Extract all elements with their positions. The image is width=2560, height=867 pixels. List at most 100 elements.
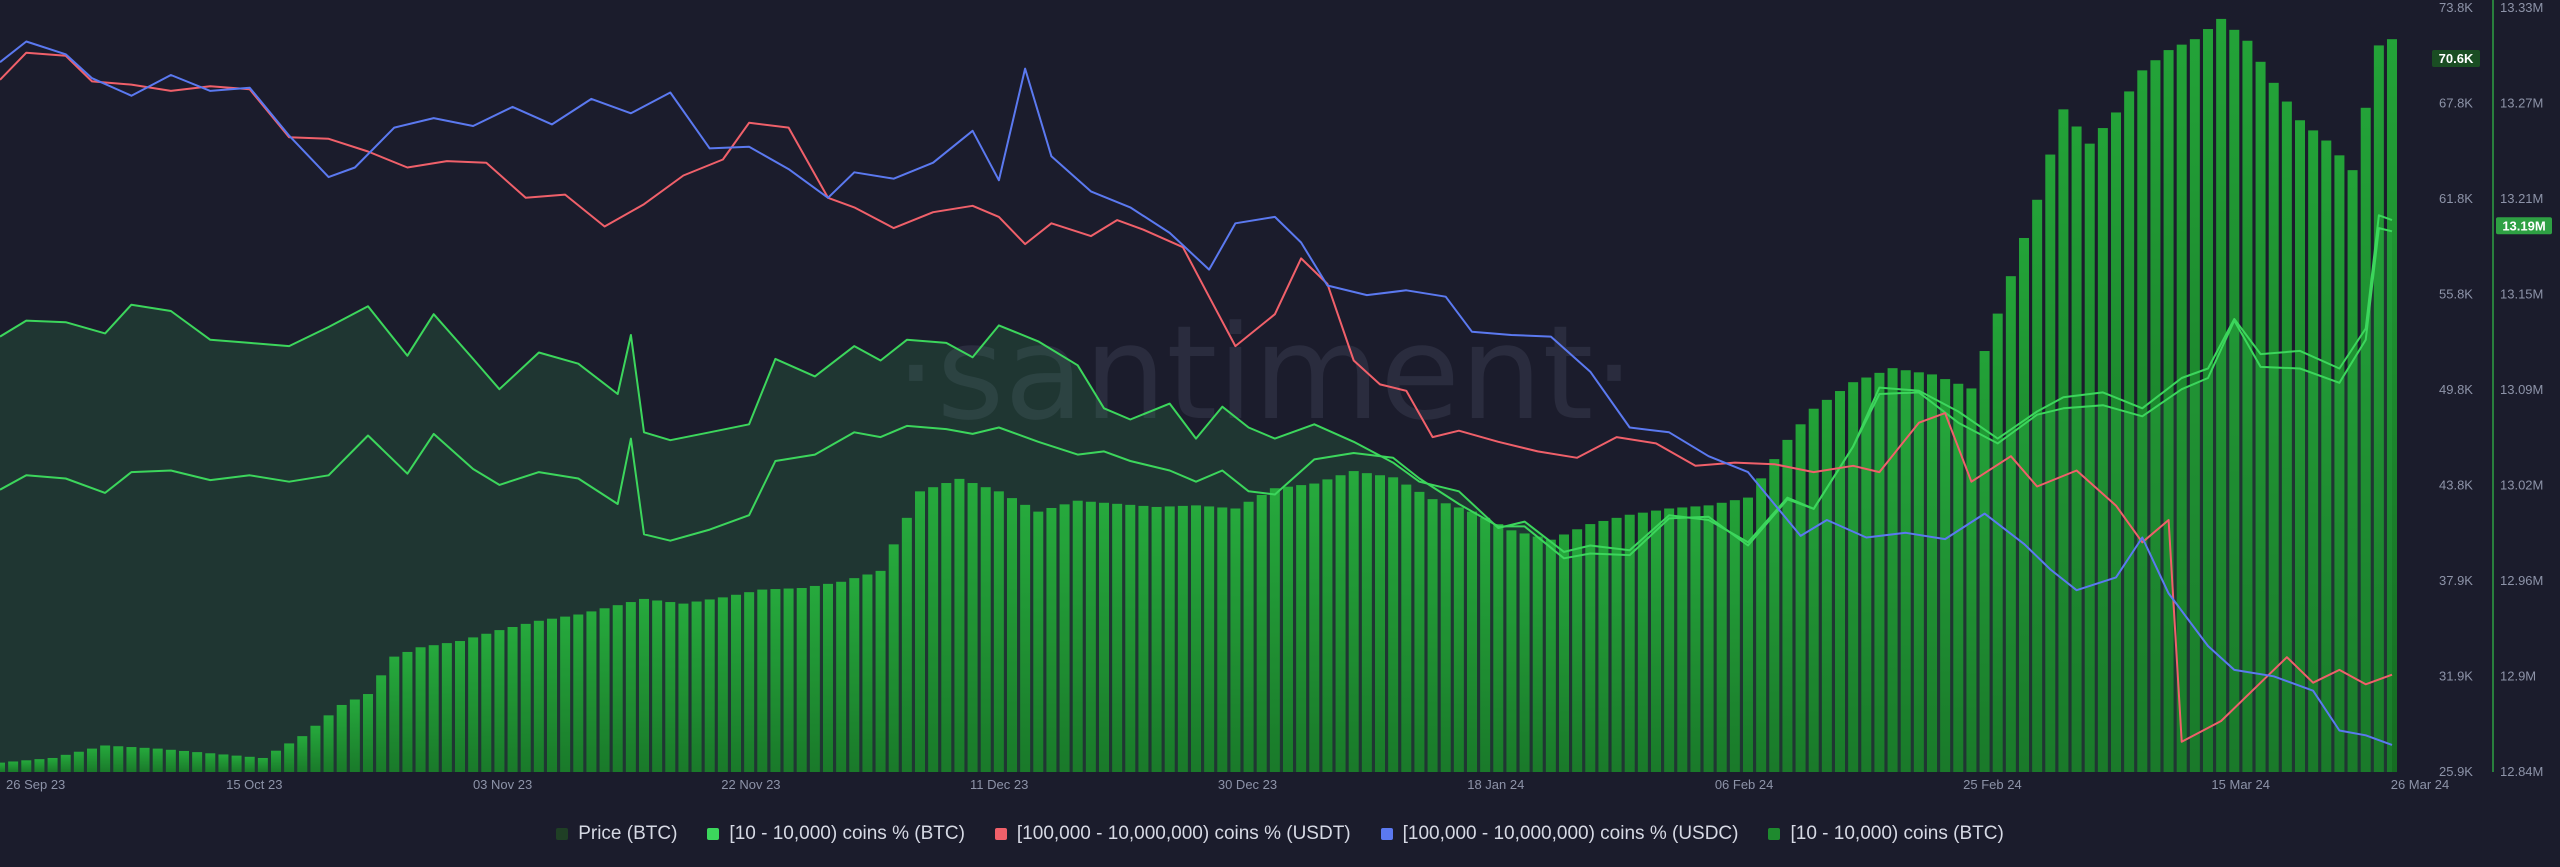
bar xyxy=(573,614,584,772)
x-tick-label: 18 Jan 24 xyxy=(1467,777,1524,792)
bar xyxy=(2216,18,2227,773)
bar xyxy=(625,602,636,772)
price-current-badge-bg xyxy=(2432,50,2480,68)
y-right-tick-label: 13.02M xyxy=(2500,478,2543,493)
bar xyxy=(915,491,925,772)
legend-item[interactable]: [100,000 - 10,000,000) coins % (USDC) xyxy=(1380,823,1738,845)
legend-item[interactable]: [10 - 10,000) coins % (BTC) xyxy=(707,823,965,845)
bar xyxy=(520,623,531,772)
bar xyxy=(717,597,728,772)
bar xyxy=(1703,505,1714,772)
y-right-tick-label: 13.15M xyxy=(2500,287,2543,302)
legend-label: [10 - 10,000) coins % (BTC) xyxy=(729,823,965,844)
price-current-badge: 70.6K xyxy=(2432,50,2480,68)
bar xyxy=(139,747,150,772)
bar xyxy=(1874,372,1885,772)
bar xyxy=(2360,107,2371,773)
bar xyxy=(1992,313,2003,772)
bar xyxy=(1808,408,1819,772)
bar xyxy=(612,605,623,772)
legend-swatch xyxy=(1768,828,1781,840)
coins-current-badge: 13.19M xyxy=(2496,217,2552,235)
legend-item[interactable]: [10 - 10,000) coins (BTC) xyxy=(1768,823,2004,845)
bar xyxy=(2005,276,2016,772)
x-tick-label: 15 Mar 24 xyxy=(2211,777,2270,792)
bar xyxy=(205,753,216,772)
legend-swatch xyxy=(1380,828,1393,840)
bar xyxy=(441,643,452,772)
price-area-fill xyxy=(0,228,2392,773)
bar xyxy=(2387,39,2397,773)
bar xyxy=(1388,477,1399,772)
y-right-tick-label: 13.27M xyxy=(2500,96,2543,111)
bar xyxy=(2084,143,2095,772)
bar xyxy=(2137,70,2148,773)
y-right-tick-label: 12.84M xyxy=(2500,764,2543,779)
price-current-badge-text: 70.6K xyxy=(2439,51,2474,66)
bar xyxy=(2176,44,2187,772)
legend-item[interactable]: Price (BTC) xyxy=(556,823,677,845)
bar xyxy=(954,478,965,772)
coins-current-badge-bg xyxy=(2496,217,2552,235)
y-left-tick-label: 31.9K xyxy=(2439,669,2473,684)
bar xyxy=(533,620,544,772)
bar xyxy=(1059,504,1070,772)
bar xyxy=(1979,351,1990,772)
bar xyxy=(8,761,19,772)
bar xyxy=(1243,501,1254,772)
bar xyxy=(1716,502,1727,772)
bar xyxy=(1283,486,1293,772)
bar xyxy=(310,725,321,772)
bar xyxy=(901,517,912,772)
x-tick-label: 25 Feb 24 xyxy=(1963,777,2022,792)
value-badges: 70.6K 13.19M xyxy=(2432,50,2552,235)
bar xyxy=(87,748,97,772)
bar xyxy=(967,483,978,772)
bar xyxy=(494,630,505,772)
bar xyxy=(1151,506,1162,772)
bar xyxy=(1729,500,1740,772)
bar xyxy=(415,647,426,772)
bar xyxy=(888,544,899,772)
bar xyxy=(731,594,741,772)
bar xyxy=(1440,503,1451,772)
bar xyxy=(2045,154,2056,772)
bar xyxy=(928,487,939,772)
x-tick-label: 26 Sep 23 xyxy=(6,777,65,792)
bar xyxy=(1677,507,1688,772)
bar xyxy=(2163,50,2174,773)
line-series xyxy=(0,40,2393,746)
bar xyxy=(1506,530,1517,772)
bar xyxy=(1756,478,1767,772)
y-right-tick-label: 13.21M xyxy=(2500,191,2543,206)
bar xyxy=(993,491,1004,772)
y-right-tick-label: 13.09M xyxy=(2500,382,2543,397)
bar xyxy=(1046,507,1057,772)
bar xyxy=(1164,506,1175,772)
bar xyxy=(678,603,689,772)
bar xyxy=(192,752,203,772)
legend: Price (BTC) [10 - 10,000) coins % (BTC) [1… xyxy=(0,818,2560,850)
y-right-tick-label: 13.33M xyxy=(2500,0,2543,15)
bar xyxy=(639,598,649,772)
series-line-1 xyxy=(0,214,2393,560)
y-left-tick-label: 43.8K xyxy=(2439,478,2473,493)
bar xyxy=(809,585,820,772)
bar xyxy=(1480,517,1491,772)
bar xyxy=(1651,510,1661,772)
legend-label: [10 - 10,000) coins (BTC) xyxy=(1790,823,2004,844)
bar xyxy=(665,602,676,772)
bar xyxy=(113,746,124,772)
bar xyxy=(1033,511,1044,772)
bar xyxy=(507,627,518,772)
bar xyxy=(1493,524,1504,772)
y-left-tick-label: 67.8K xyxy=(2439,96,2473,111)
bar xyxy=(744,592,755,772)
bar xyxy=(1782,439,1793,772)
x-tick-label: 22 Nov 23 xyxy=(721,777,780,792)
bar xyxy=(875,570,886,772)
legend-label: [100,000 - 10,000,000) coins % (USDT) xyxy=(1016,823,1351,844)
legend-item[interactable]: [100,000 - 10,000,000) coins % (USDT) xyxy=(994,823,1351,845)
bar xyxy=(257,757,268,772)
bar xyxy=(2229,29,2240,772)
